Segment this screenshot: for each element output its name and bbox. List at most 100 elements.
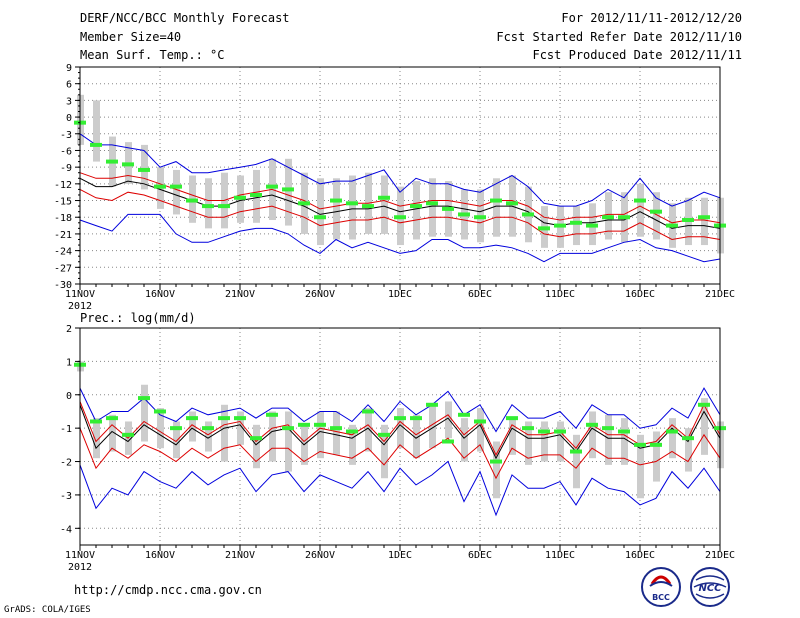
p1-obs-mark xyxy=(458,212,470,217)
source-url[interactable]: http://cmdp.ncc.cma.gov.cn xyxy=(74,583,262,597)
p2-obs-mark xyxy=(634,442,646,447)
p2-obs-mark xyxy=(250,436,262,441)
p2-obs-mark xyxy=(106,416,118,421)
p2-xtick-label: 1DEC xyxy=(388,550,412,561)
p2-spread-bar xyxy=(637,434,644,499)
p2-spread-bar xyxy=(509,418,516,455)
p2-spread-bar xyxy=(189,411,196,442)
p2-spread-bar xyxy=(173,421,180,459)
p2-spread-bar xyxy=(477,408,484,452)
p1-ytick-label: -27 xyxy=(54,263,72,274)
p1-min-line xyxy=(79,213,721,263)
p2-obs-mark xyxy=(474,419,486,424)
p1-spread-bar xyxy=(205,178,212,229)
title-line-2: Member Size=40 xyxy=(80,30,182,44)
p2-ytick-label: 0 xyxy=(66,391,72,402)
p1-obs-mark xyxy=(394,215,406,220)
p1-obs-mark xyxy=(666,223,678,228)
p2-obs-mark xyxy=(186,416,198,421)
p1-obs-mark xyxy=(298,201,310,206)
p2-spread-bar xyxy=(109,414,116,452)
p1-spread-bar xyxy=(493,178,500,237)
p2-spread-bar xyxy=(269,411,276,462)
p2-xtick-label: 11DEC xyxy=(545,550,575,561)
p1-obs-mark xyxy=(154,184,166,189)
p2-spread-bar xyxy=(573,434,580,489)
p2-obs-mark xyxy=(554,429,566,434)
p1-obs-mark xyxy=(442,206,454,211)
p2-spread-bar xyxy=(381,424,388,479)
p1-xtick-label: 21DEC xyxy=(705,289,735,300)
p2-ytick-label: -3 xyxy=(60,491,72,502)
p2-obs-mark xyxy=(650,442,662,447)
p1-obs-mark xyxy=(474,215,486,220)
p2-ytick-label: 1 xyxy=(66,357,72,368)
p1-spread-bar xyxy=(141,144,148,190)
p2-ytick-label: 2 xyxy=(66,324,72,335)
p1-obs-mark xyxy=(218,204,230,209)
p1-spread-bar xyxy=(573,206,580,246)
p1-spread-bar xyxy=(317,178,324,246)
p2-obs-mark xyxy=(698,402,710,407)
p1-obs-mark xyxy=(650,209,662,214)
p1-obs-mark xyxy=(122,162,134,167)
title-line-1: DERF/NCC/BCC Monthly Forecast xyxy=(80,11,290,25)
grads-credit: GrADS: COLA/IGES xyxy=(4,605,91,615)
p1-spread-bar xyxy=(173,169,180,215)
p2-obs-mark xyxy=(298,422,310,427)
p1-obs-mark xyxy=(570,220,582,225)
p2-obs-mark xyxy=(602,426,614,431)
p2-spread-bar xyxy=(541,421,548,462)
p2-spread-bar xyxy=(445,401,452,439)
p2-obs-mark xyxy=(442,439,454,444)
p1-ytick-label: -24 xyxy=(54,247,72,258)
p2-obs-mark xyxy=(570,449,582,454)
p1-spread-bar xyxy=(653,192,660,240)
p2-obs-mark xyxy=(506,416,518,421)
p1-obs-mark xyxy=(410,204,422,209)
p1-ytick-label: 0 xyxy=(66,113,72,124)
p2-xtick-label: 21DEC xyxy=(705,550,735,561)
p1-obs-mark xyxy=(490,198,502,203)
p2-spread-bar xyxy=(93,418,100,459)
p1-obs-mark xyxy=(698,215,710,220)
p2-spread-bar xyxy=(221,404,228,462)
p2-max-line xyxy=(79,387,721,433)
p1-spread-bar xyxy=(637,183,644,237)
p1-obs-mark xyxy=(170,184,182,189)
p2-spread-bar xyxy=(525,421,532,465)
p1-obs-mark xyxy=(90,142,102,147)
p2-xtick-label: 11NOV xyxy=(65,550,95,561)
fcst-start-date: Fcst Started Refer Date 2012/11/10 xyxy=(496,30,742,44)
ncc-logo-text: NCC xyxy=(698,583,722,594)
p2-obs-mark xyxy=(458,412,470,417)
p2-obs-mark xyxy=(154,409,166,414)
p2-spread-bar xyxy=(317,411,324,459)
p2-mean-line xyxy=(79,404,721,460)
p1-ytick-label: 9 xyxy=(66,63,72,74)
p2-spread-bar xyxy=(413,414,420,459)
p1-ytick-label: -18 xyxy=(54,213,72,224)
p2-ytick-label: -2 xyxy=(60,458,72,469)
bcc-logo-text: BCC xyxy=(652,593,670,602)
p1-xtick-label: 1DEC xyxy=(388,289,412,300)
p1-xtick-label: 11DEC xyxy=(545,289,575,300)
p1-ytick-label: -3 xyxy=(60,130,72,141)
p1-obs-mark xyxy=(234,195,246,200)
p2-obs-mark xyxy=(170,426,182,431)
p2-spread-bar xyxy=(141,384,148,442)
p1-spread-bar xyxy=(381,175,388,234)
p2-spread-bar xyxy=(605,414,612,465)
p2-xtick-label: 26NOV xyxy=(305,550,335,561)
p1-lower-line xyxy=(79,188,721,241)
p2-lower-line xyxy=(79,428,721,480)
p2-ytick-label: -4 xyxy=(60,524,72,535)
p2-spread-bar xyxy=(253,424,260,469)
p2-obs-mark xyxy=(282,426,294,431)
p1-obs-mark xyxy=(538,226,550,231)
p1-ytick-label: -21 xyxy=(54,230,72,241)
ncc-logo: NCC xyxy=(690,567,730,607)
p2-spread-bar xyxy=(365,408,372,452)
p1-ytick-label: -12 xyxy=(54,180,72,191)
